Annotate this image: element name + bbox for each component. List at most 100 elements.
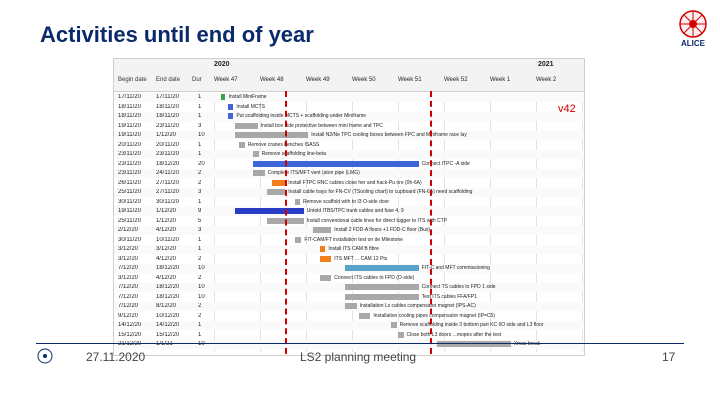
table-row[interactable]: 7/12/20 8/12/20 2 Installation Ls cables co…: [114, 302, 584, 311]
end-date-cell: 27/11/20: [156, 189, 179, 195]
week-51: Week 51: [398, 77, 422, 83]
table-row[interactable]: 3/12/20 4/12/20 2 ITS MFT ... CAM 12 Pts: [114, 255, 584, 264]
duration-cell: 3: [198, 227, 202, 233]
table-row[interactable]: 3/12/20 3/12/20 1 Install ITS CAM B fibre: [114, 245, 584, 254]
end-date-cell: 17/11/20: [156, 94, 179, 100]
task-bar[interactable]: [319, 246, 326, 252]
week-50: Week 50: [352, 77, 376, 83]
task-bar[interactable]: [398, 331, 404, 338]
end-date-cell: 3/12/20: [156, 246, 177, 252]
table-row[interactable]: 25/11/20 1/12/20 5 Install conventional cab…: [114, 217, 584, 226]
table-row[interactable]: 7/12/20 18/12/20 10 Connect TS cables to FP…: [114, 283, 584, 292]
task-label: Remove scaffolding inside 3 bottom part …: [399, 322, 544, 328]
footer-date: 27.11.2020: [86, 350, 146, 364]
duration-cell: 2: [198, 179, 202, 186]
task-label: Install 2 FDD-A floors +1 FDD-C floor (B…: [334, 227, 431, 233]
end-date-cell: 30/11/20: [156, 198, 179, 205]
task-bar[interactable]: [345, 284, 419, 290]
task-label: Installation Ls cables compensator magne…: [359, 303, 476, 309]
duration-cell: 10: [198, 265, 205, 271]
task-bar[interactable]: [234, 132, 309, 138]
begin-date-cell: 18/11/20: [118, 113, 141, 119]
task-bar[interactable]: [345, 303, 357, 309]
duration-cell: 20: [198, 160, 205, 167]
table-row[interactable]: 19/11/20 23/11/20 3 Install box side protec…: [114, 122, 584, 131]
table-row[interactable]: 30/11/20 10/11/20 1 FIT-CAM/FT installation…: [114, 236, 584, 245]
table-row[interactable]: 14/12/20 14/12/20 1 Remove scaffolding insi…: [114, 321, 584, 330]
duration-cell: 1: [198, 103, 202, 110]
table-row[interactable]: 3/12/20 4/12/20 2 Connect ITS cables to FPD…: [114, 274, 584, 283]
task-bar[interactable]: [345, 293, 419, 300]
task-bar[interactable]: [294, 198, 301, 205]
table-row[interactable]: 30/11/20 30/11/20 1 Remove scaffold with to…: [114, 198, 584, 207]
table-row[interactable]: 18/11/20 18/11/20 1 Put scaffolding inside …: [114, 112, 584, 121]
table-row[interactable]: 21/12/20 1/1/21 10 Xmas break: [114, 340, 584, 349]
duration-cell: 3: [198, 189, 202, 195]
week-gridline: [444, 91, 445, 352]
week-gridline: [490, 91, 491, 352]
task-label: Install conventional cable lines for dir…: [306, 217, 448, 224]
table-row[interactable]: 7/12/20 18/12/20 10 FIT-C and MFT commissio…: [114, 264, 584, 273]
task-bar[interactable]: [253, 151, 259, 157]
week-gridline: [582, 91, 583, 352]
begin-date-cell: 7/12/20: [118, 265, 139, 271]
task-bar[interactable]: [319, 255, 332, 262]
table-row[interactable]: 25/11/20 27/11/20 3 Install cable trays for…: [114, 188, 584, 197]
table-row[interactable]: 2/12/20 4/12/20 3 Install 2 FDD-A floors +1…: [114, 226, 584, 235]
end-date-cell: 4/12/20: [156, 274, 177, 281]
task-bar[interactable]: [266, 189, 286, 195]
task-bar[interactable]: [294, 236, 302, 243]
task-bar[interactable]: [239, 141, 245, 148]
task-label: Installation cooling pipes compensator m…: [373, 312, 495, 319]
table-row[interactable]: 26/11/20 27/11/20 2 Install FTPC RNC cables…: [114, 179, 584, 188]
table-row[interactable]: 23/11/20 24/11/20 2 Complete ITS/MFT vent (…: [114, 169, 584, 178]
table-row[interactable]: 15/12/20 15/12/20 1 Close both L3 doors ...…: [114, 331, 584, 340]
begin-date-cell: 19/11/20: [118, 132, 141, 138]
week-gridline: [260, 91, 261, 352]
week-48: Week 48: [260, 77, 284, 83]
task-bar[interactable]: [253, 160, 419, 167]
duration-cell: 1: [198, 113, 202, 119]
week-49: Week 49: [306, 77, 330, 83]
task-label: Install MiniFrame: [228, 94, 267, 100]
table-row[interactable]: 18/11/20 18/11/20 1 Install MCTS: [114, 103, 584, 112]
task-bar[interactable]: [312, 227, 332, 233]
table-row[interactable]: 19/11/20 1/12/20 10 Install N2/Ne TPC cooli…: [114, 131, 584, 140]
begin-date-cell: 3/12/20: [118, 255, 139, 262]
begin-date-cell: 15/12/20: [118, 331, 142, 338]
week-gridline: [398, 91, 399, 352]
table-row[interactable]: 17/11/20 17/11/20 1 Install MiniFrame: [114, 93, 584, 102]
table-row[interactable]: 23/11/20 18/12/20 20 Connect ITPC -A side: [114, 160, 584, 169]
end-date-cell: 27/11/20: [156, 179, 179, 186]
duration-cell: 10: [198, 293, 205, 300]
task-bar[interactable]: [227, 103, 234, 110]
table-row[interactable]: 23/11/20 23/11/20 1 Remove scaffolding line…: [114, 150, 584, 159]
task-bar[interactable]: [234, 122, 258, 129]
begin-date-cell: 7/12/20: [118, 284, 139, 290]
task-bar[interactable]: [358, 312, 371, 319]
table-row[interactable]: 19/11/20 1/12/20 9 Untold ITBS/TPC trunk ca…: [114, 207, 584, 216]
task-bar[interactable]: [391, 322, 397, 328]
task-bar[interactable]: [271, 179, 286, 186]
slide-title: Activities until end of year: [40, 22, 314, 47]
table-row[interactable]: 7/12/20 18/12/20 10 Test ITS cables FFA/FP1: [114, 293, 584, 302]
task-bar[interactable]: [253, 170, 265, 176]
task-label: Connect ITPC -A side: [421, 160, 470, 167]
table-row[interactable]: 20/11/20 20/11/20 1 Remove cranes benches I…: [114, 141, 584, 150]
task-bar[interactable]: [345, 265, 419, 271]
end-date-cell: 23/11/20: [156, 151, 179, 157]
task-label: Close both L3 doors ...mopes after the t…: [406, 331, 502, 338]
duration-cell: 1: [198, 94, 202, 100]
task-bar[interactable]: [319, 274, 332, 281]
task-label: Install FTPC RNC cables close her and ha…: [288, 179, 422, 186]
task-bar[interactable]: [234, 208, 304, 214]
end-date-cell: 8/12/20: [156, 303, 177, 309]
task-bar[interactable]: [220, 94, 226, 100]
begin-date-cell: 3/12/20: [118, 274, 139, 281]
begin-date-cell: 3/12/20: [118, 246, 139, 252]
table-row[interactable]: 9/12/20 10/12/20 2 Installation cooling pip…: [114, 312, 584, 321]
task-bar[interactable]: [227, 113, 234, 119]
end-date-cell: 24/11/20: [156, 170, 179, 176]
end-date-cell: 18/12/20: [156, 284, 180, 290]
task-bar[interactable]: [437, 341, 511, 347]
